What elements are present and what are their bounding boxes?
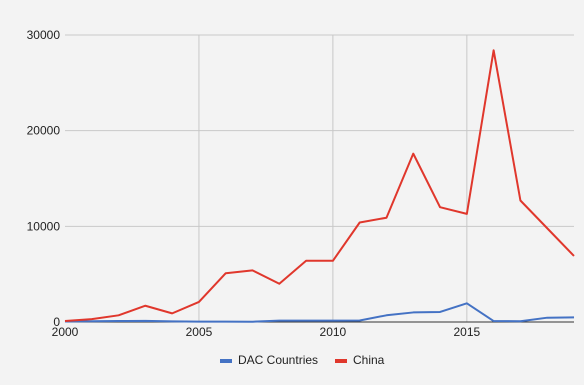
x-tick-label: 2010 xyxy=(320,325,347,339)
series-line-dac-countries xyxy=(64,302,575,323)
tick-labels: 0 10000 20000 30000 2000 2005 2010 2015 xyxy=(27,28,481,339)
series-lines xyxy=(64,49,575,323)
y-tick-label: 10000 xyxy=(27,219,61,233)
x-tick-label: 2015 xyxy=(453,325,480,339)
grid-lines xyxy=(65,34,574,322)
y-tick-label: 20000 xyxy=(27,124,61,138)
y-tick-label: 30000 xyxy=(27,28,61,42)
y-tick-label: 0 xyxy=(53,315,60,329)
x-tick-label: 2000 xyxy=(52,325,79,339)
series-line-china xyxy=(64,49,575,323)
legend: DAC Countries China xyxy=(220,353,385,367)
legend-label: DAC Countries xyxy=(238,353,318,367)
legend-label: China xyxy=(353,353,385,367)
legend-swatch xyxy=(220,359,232,363)
legend-swatch xyxy=(335,359,347,363)
x-tick-label: 2005 xyxy=(186,325,213,339)
